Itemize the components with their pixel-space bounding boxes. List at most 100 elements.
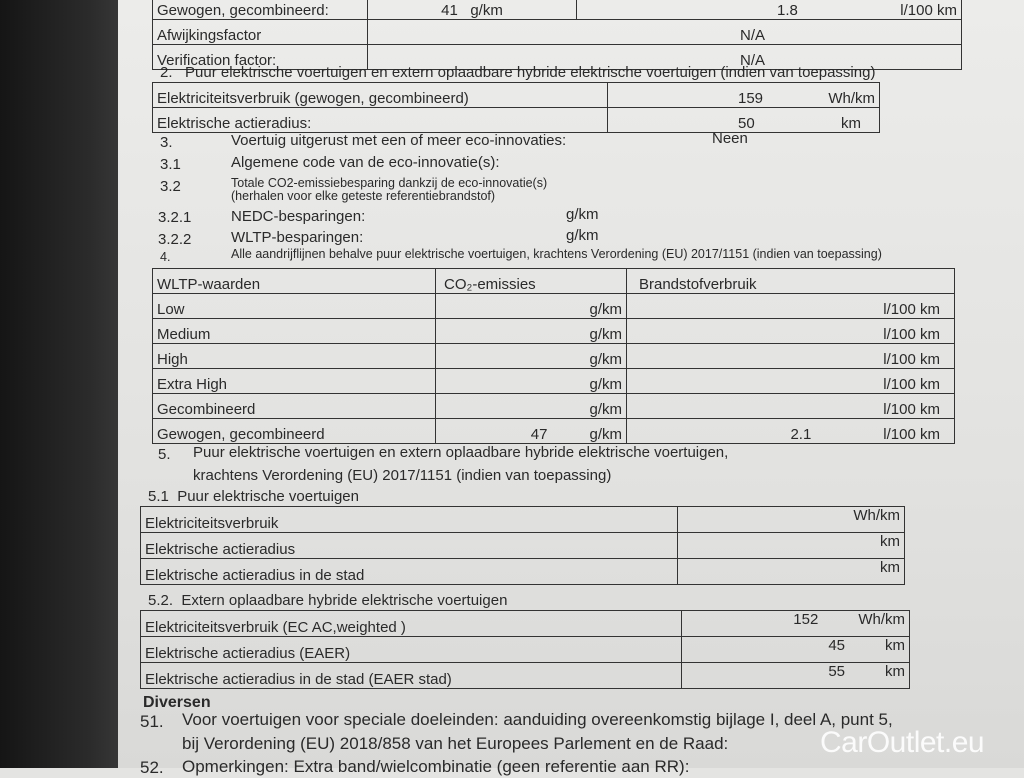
section1-table: Gewogen, gecombineerd: 41 g/km 1.8 l/100 …	[152, 0, 962, 70]
row-label: Gecombineerd	[152, 393, 436, 419]
co2-unit: g/km	[589, 401, 622, 418]
section5-title: Puur elektrische voertuigen en extern op…	[193, 444, 729, 461]
header-fuel: Brandstofverbruik	[626, 268, 955, 294]
header-wltp: WLTP-waarden	[152, 268, 436, 294]
section3-text: NEDC-besparingen:	[231, 208, 366, 225]
section5-title-2: krachtens Verordening (EU) 2017/1151 (in…	[193, 467, 612, 484]
row-label: Gewogen, gecombineerd:	[152, 0, 368, 20]
unit: g/km	[566, 206, 599, 223]
section2-table: Elektriciteitsverbruik (gewogen, gecombi…	[152, 82, 880, 133]
co2-value: 41	[441, 2, 458, 19]
table-row: Extra High g/km l/100 km	[152, 368, 955, 394]
section3-text: WLTP-besparingen:	[231, 229, 364, 246]
unit: g/km	[566, 227, 599, 244]
diversen-line-2: bij Verordening (EU) 2018/858 van het Eu…	[182, 734, 729, 753]
diversen-line-3: Opmerkingen: Extra band/wielcombinatie (…	[182, 757, 690, 776]
item-number: 52.	[140, 758, 164, 777]
eco-innovation-value: Neen	[712, 130, 748, 147]
row-value: 50	[738, 115, 755, 132]
diversen-line-1: Voor voertuigen voor speciale doeleinden…	[182, 710, 893, 729]
co2-unit: g/km	[589, 351, 622, 368]
row-value: 55	[828, 663, 845, 680]
row-value: N/A	[367, 19, 962, 45]
table-row: Elektrische actieradius in de stad (EAER…	[140, 662, 910, 689]
section-number: 2.	[160, 64, 173, 81]
co2-unit: g/km	[589, 426, 622, 443]
row-unit: km	[880, 533, 900, 550]
row-value: N/A	[367, 44, 962, 70]
item-number: 3.2	[160, 178, 181, 195]
leather-background	[0, 0, 128, 768]
row-label: Elektrische actieradius	[140, 532, 678, 559]
table-row: Elektrische actieradius km	[140, 532, 905, 559]
table-row: Elektrische actieradius in de stad km	[140, 558, 905, 585]
item-number: 3.2.1	[158, 209, 192, 226]
table-row: Low g/km l/100 km	[152, 293, 955, 319]
row-label: Elektriciteitsverbruik (gewogen, gecombi…	[152, 82, 608, 108]
row-label: Afwijkingsfactor	[152, 19, 368, 45]
row-label: Medium	[152, 318, 436, 344]
item-number: 5.	[158, 446, 171, 463]
table-row: Afwijkingsfactor N/A	[152, 19, 962, 45]
row-label: Elektrische actieradius (EAER)	[140, 636, 682, 663]
section3-text: Algemene code van de eco-innovatie(s):	[231, 154, 500, 171]
row-label: Elektrische actieradius:	[152, 107, 608, 133]
co2-unit: g/km	[589, 326, 622, 343]
subsection-5-2: 5.2. Extern oplaadbare hybride elektrisc…	[148, 592, 507, 609]
table-row: Elektrische actieradius: 50 km	[152, 107, 880, 133]
row-label: Elektriciteitsverbruik	[140, 506, 678, 533]
fuel-value: 2.1	[790, 426, 812, 443]
table-row: High g/km l/100 km	[152, 343, 955, 369]
bev-table: Elektriciteitsverbruik Wh/km Elektrische…	[140, 506, 905, 585]
section2-heading: 2. Puur elektrische voertuigen en extern…	[160, 64, 875, 81]
item-number: 5.1	[148, 488, 169, 505]
item-number: 51.	[140, 712, 164, 731]
table-row: Elektriciteitsverbruik (gewogen, gecombi…	[152, 82, 880, 108]
row-unit: Wh/km	[828, 90, 875, 107]
row-unit: km	[880, 559, 900, 576]
item-number: 3.	[160, 134, 173, 151]
row-value: 152	[793, 611, 819, 628]
row-unit: Wh/km	[853, 507, 900, 524]
row-label: Low	[152, 293, 436, 319]
row-label: Extra High	[152, 368, 436, 394]
wltp-table: WLTP-waarden CO₂-emissies Brandstofverbr…	[152, 268, 955, 444]
item-number: 3.2.2	[158, 231, 192, 248]
subsection-title: Extern oplaadbare hybride elektrische vo…	[181, 592, 508, 609]
header-co2: CO₂-emissies	[435, 268, 627, 294]
row-value: 45	[828, 637, 845, 654]
section3-text: Totale CO2-emissiebesparing dankzij de e…	[231, 176, 548, 190]
fuel-unit: l/100 km	[883, 401, 940, 418]
row-label: Elektriciteitsverbruik (EC AC,weighted )	[140, 610, 682, 637]
row-label: Elektrische actieradius in de stad (EAER…	[140, 662, 682, 689]
subsection-5-1: 5.1 Puur elektrische voertuigen	[148, 488, 359, 505]
table-row: Elektriciteitsverbruik (EC AC,weighted )…	[140, 610, 910, 637]
co2-unit: g/km	[589, 301, 622, 318]
table-row: Gewogen, gecombineerd 47 g/km 2.1 l/100 km	[152, 418, 955, 444]
diversen-heading: Diversen	[143, 694, 211, 711]
fuel-unit: l/100 km	[900, 2, 957, 19]
fuel-unit: l/100 km	[883, 376, 940, 393]
row-unit: km	[885, 637, 905, 654]
section4-title: Alle aandrijflijnen behalve puur elektri…	[231, 247, 882, 261]
row-label: High	[152, 343, 436, 369]
row-unit: Wh/km	[858, 611, 905, 628]
section3-text-2: (herhalen voor elke geteste referentiebr…	[231, 189, 496, 203]
fuel-unit: l/100 km	[883, 301, 940, 318]
item-number: 5.2.	[148, 592, 174, 609]
section3-text: Voertuig uitgerust met een of meer eco-i…	[231, 132, 567, 149]
co2-value: 47	[530, 426, 548, 443]
row-label: Gewogen, gecombineerd	[152, 418, 436, 444]
table-row: Gecombineerd g/km l/100 km	[152, 393, 955, 419]
item-number: 3.1	[160, 156, 181, 173]
row-label: Elektrische actieradius in de stad	[140, 558, 678, 585]
section-title: Puur elektrische voertuigen en extern op…	[185, 64, 876, 81]
row-label: Verification factor:	[152, 44, 368, 70]
section3-item: 3.	[160, 134, 173, 151]
table-row: Gewogen, gecombineerd: 41 g/km 1.8 l/100 …	[152, 0, 962, 20]
carOutlet-watermark-logo: CarOutlet.eu	[820, 726, 985, 759]
table-row: Medium g/km l/100 km	[152, 318, 955, 344]
row-unit: km	[885, 663, 905, 680]
fuel-unit: l/100 km	[883, 351, 940, 368]
table-row: Elektrische actieradius (EAER) 45 km	[140, 636, 910, 663]
